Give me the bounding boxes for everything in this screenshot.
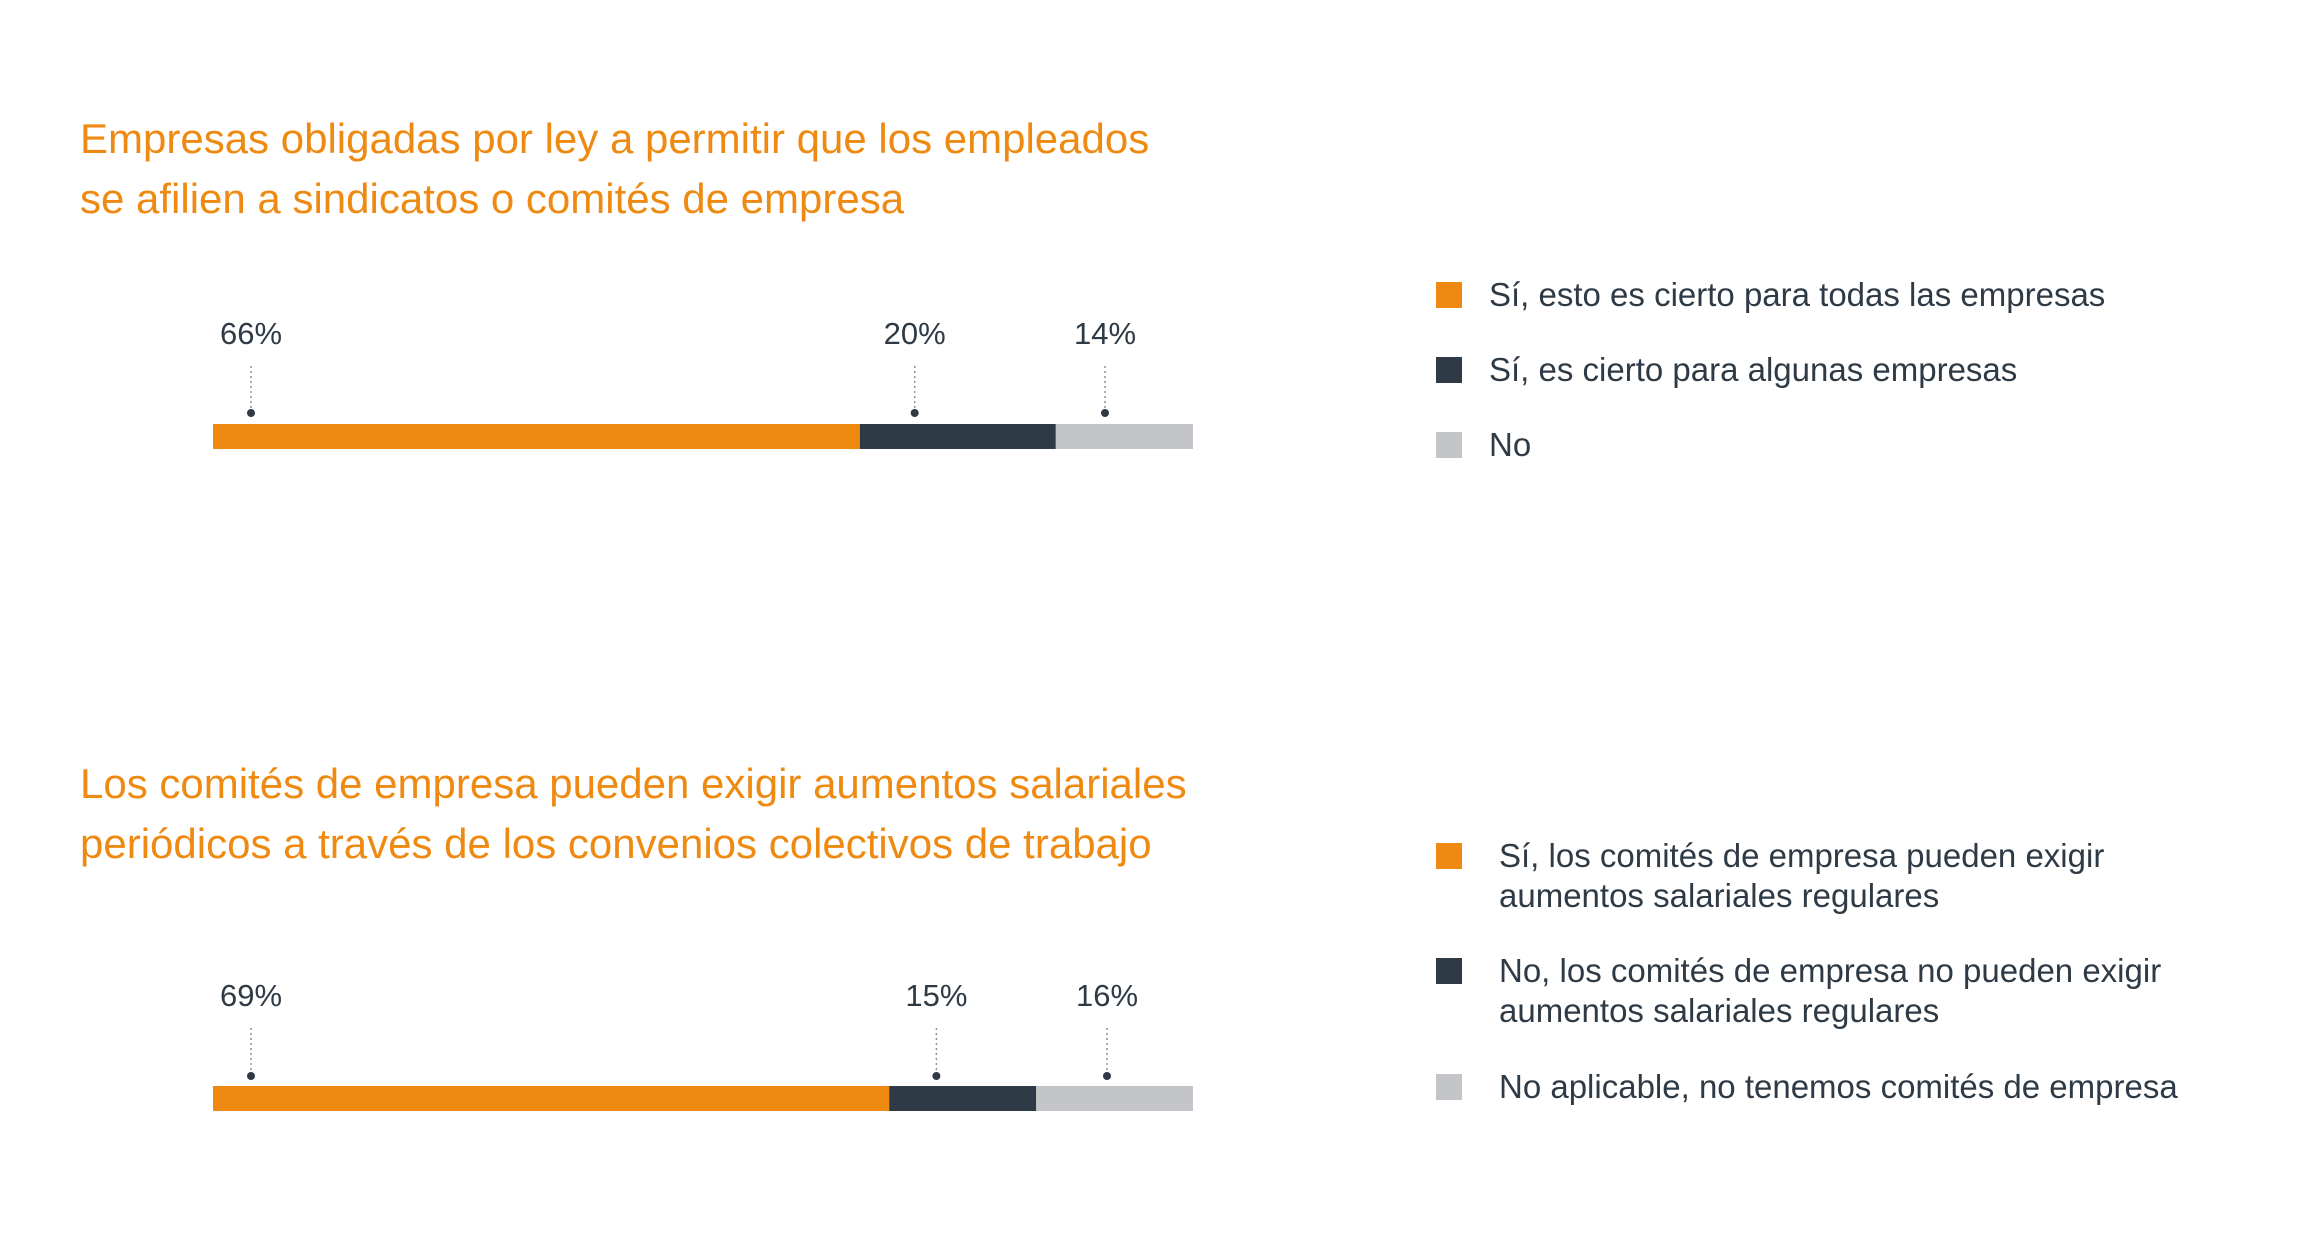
chart-legal-obligation: Empresas obligadas por ley a permitir qu… — [80, 109, 2106, 463]
chart-salary-increases: Los comités de empresa pueden exigir aum… — [0, 620, 2321, 1238]
stacked-bar-chart: 66% 20% 14% — [213, 316, 1193, 449]
data-label: 16% — [1076, 978, 1138, 1013]
legend-label-line: Sí, los comités de empresa pueden exigir — [1499, 837, 2105, 874]
legend-swatch-orange — [1436, 843, 1462, 869]
legend-swatch-gray — [1436, 432, 1462, 458]
stacked-bar-chart: 69% 15% 16% — [213, 978, 1193, 1111]
chart-title-line: Empresas obligadas por ley a permitir qu… — [80, 115, 1150, 162]
data-label: 66% — [220, 316, 282, 351]
leader-dot — [1101, 409, 1109, 417]
bar-segment — [1055, 424, 1193, 449]
leader-dot — [247, 409, 255, 417]
data-label: 69% — [220, 978, 282, 1013]
legend-label-line: aumentos salariales regulares — [1499, 992, 1940, 1029]
chart-title-line: se afilien a sindicatos o comités de emp… — [80, 175, 905, 222]
leader-dot — [1103, 1072, 1111, 1080]
bar-segment — [859, 424, 1056, 449]
chart-title: Los comités de empresa pueden exigir aum… — [80, 754, 1380, 874]
leader-dot — [932, 1072, 941, 1080]
data-label: 14% — [1074, 316, 1136, 351]
chart-title-line: periódicos a través de los convenios col… — [80, 820, 1152, 867]
legend-label: Sí, esto es cierto para todas las empres… — [1489, 276, 2106, 313]
legend-swatch-dark — [1436, 958, 1462, 984]
legend-label: Sí, es cierto para algunas empresas — [1489, 351, 2018, 388]
chart-title: Empresas obligadas por ley a permitir qu… — [80, 109, 1380, 229]
bar-segment — [213, 1086, 890, 1111]
legend-label: No — [1489, 426, 1532, 463]
bar-segment — [889, 1086, 1037, 1111]
legend-label: Sí, los comités de empresa pueden exigir… — [1499, 836, 2104, 916]
data-label: 15% — [905, 978, 967, 1013]
leader-dot — [910, 409, 919, 417]
legend-swatch-orange — [1436, 282, 1462, 308]
bar-segment — [213, 424, 860, 449]
bar-segment — [1036, 1086, 1193, 1111]
legend-swatch-gray — [1436, 1074, 1462, 1100]
legend-swatch-dark — [1436, 357, 1462, 383]
legend-label-line: No, los comités de empresa no pueden exi… — [1499, 952, 2162, 989]
leader-dot — [247, 1072, 255, 1080]
data-label: 20% — [884, 316, 946, 351]
legend-label-line: aumentos salariales regulares — [1499, 877, 1940, 914]
legend-label: No, los comités de empresa no pueden exi… — [1499, 951, 2161, 1031]
legend-label: No aplicable, no tenemos comités de empr… — [1499, 1068, 2178, 1105]
chart-title-line: Los comités de empresa pueden exigir aum… — [80, 760, 1187, 807]
